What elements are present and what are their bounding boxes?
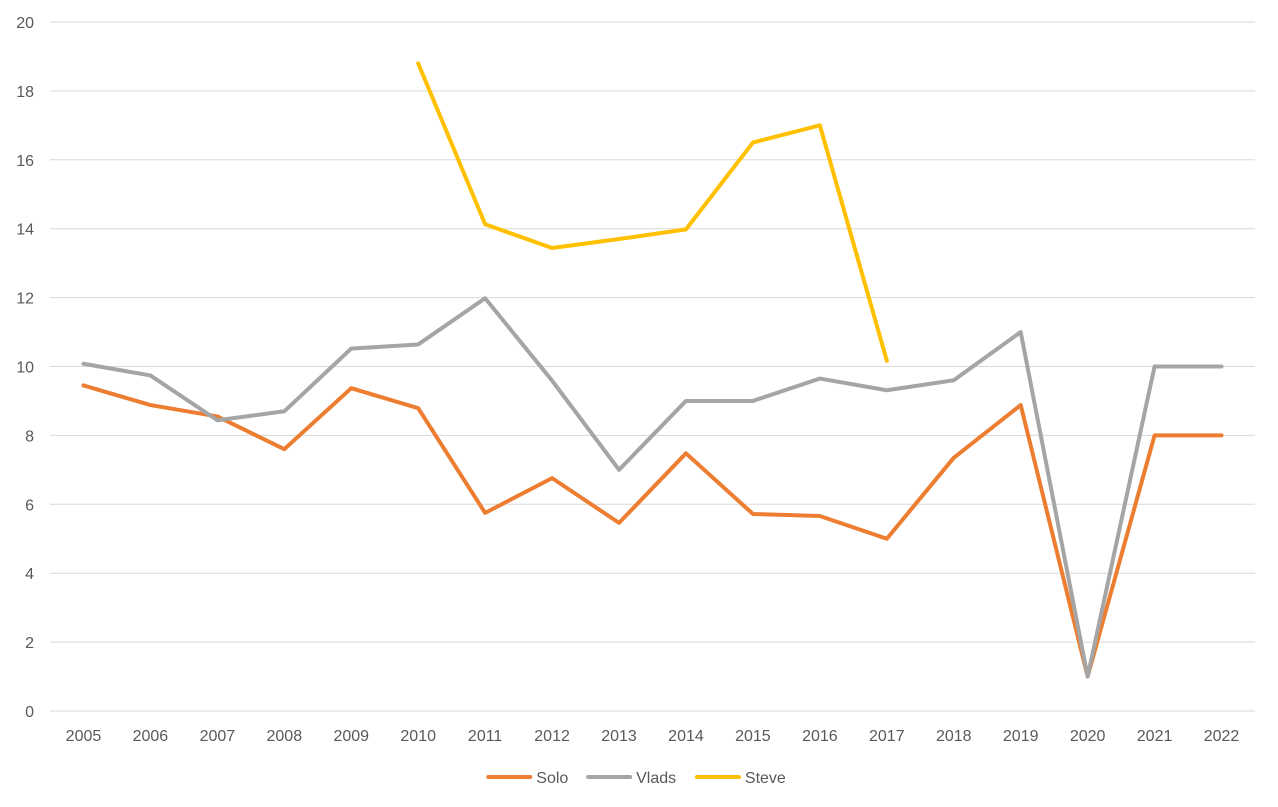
y-tick-label: 10 xyxy=(16,360,34,377)
y-tick-label: 4 xyxy=(25,566,34,583)
legend: Solo Vlads Steve xyxy=(486,770,786,787)
y-axis-tick-labels: 0 2 4 6 8 10 12 14 16 18 20 xyxy=(16,15,34,721)
x-tick-label: 2022 xyxy=(1204,728,1240,745)
x-tick-label: 2006 xyxy=(133,728,169,745)
y-tick-label: 8 xyxy=(25,428,34,445)
x-tick-label: 2010 xyxy=(400,728,436,745)
x-tick-label: 2012 xyxy=(534,728,570,745)
series-line-vlads xyxy=(81,296,1224,679)
series-lines xyxy=(81,61,1224,679)
y-tick-label: 6 xyxy=(25,497,34,514)
x-tick-label: 2011 xyxy=(468,728,503,745)
y-tick-label: 16 xyxy=(16,153,34,170)
y-tick-label: 12 xyxy=(16,291,34,308)
x-tick-label: 2015 xyxy=(735,728,771,745)
series-line-solo xyxy=(81,383,1224,679)
x-tick-label: 2009 xyxy=(333,728,369,745)
y-tick-label: 18 xyxy=(16,84,34,101)
x-tick-label: 2005 xyxy=(66,728,102,745)
x-tick-label: 2013 xyxy=(601,728,637,745)
y-tick-label: 2 xyxy=(25,635,34,652)
x-tick-label: 2016 xyxy=(802,728,838,745)
legend-label-solo: Solo xyxy=(536,770,568,787)
x-tick-label: 2021 xyxy=(1137,728,1173,745)
x-axis-tick-labels: 2005 2006 2007 2008 2009 2010 2011 2012 2013 2014… xyxy=(66,728,1240,745)
y-tick-label: 14 xyxy=(16,222,34,239)
x-tick-label: 2020 xyxy=(1070,728,1106,745)
x-tick-label: 2017 xyxy=(869,728,905,745)
x-tick-label: 2019 xyxy=(1003,728,1039,745)
series-line-steve xyxy=(416,61,889,363)
x-tick-label: 2007 xyxy=(200,728,236,745)
x-tick-label: 2018 xyxy=(936,728,972,745)
x-tick-label: 2008 xyxy=(267,728,303,745)
legend-label-steve: Steve xyxy=(745,770,786,787)
legend-label-vlads: Vlads xyxy=(636,770,676,787)
y-tick-label: 0 xyxy=(25,704,34,721)
x-tick-label: 2014 xyxy=(668,728,704,745)
y-tick-label: 20 xyxy=(16,15,34,32)
